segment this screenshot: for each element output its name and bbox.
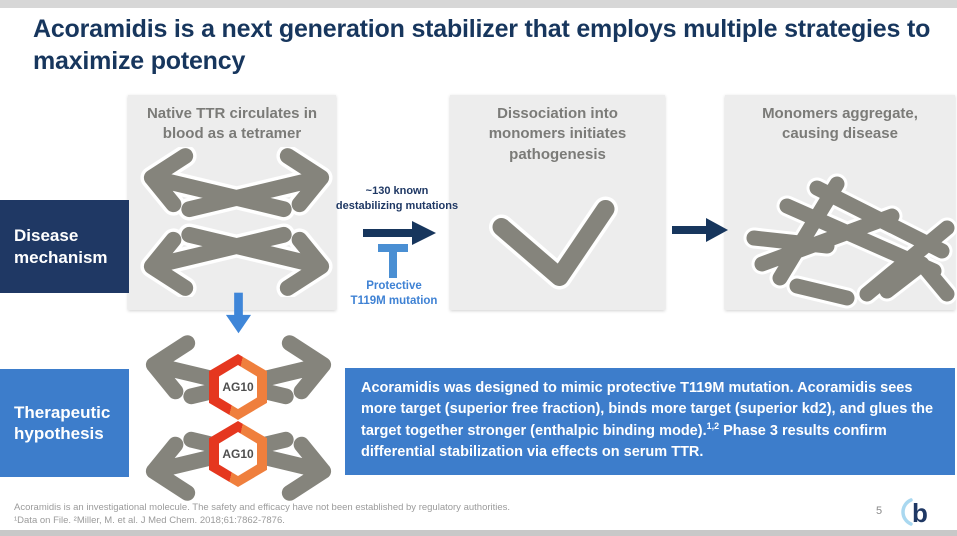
disclaimer-text: Acoramidis is an investigational molecul… — [14, 502, 511, 513]
page-title: Acoramidis is a next generation stabiliz… — [33, 15, 931, 75]
ag10-hexagon: AG10 — [209, 354, 267, 420]
destabilizing-line1: ~130 known — [365, 185, 429, 197]
row-label-therapeutic-hypothesis: Therapeutic hypothesis — [0, 369, 129, 477]
right-arrow-icon — [672, 218, 728, 242]
top-edge-strip — [0, 0, 957, 8]
bottom-edge-strip — [0, 530, 957, 536]
ttr-monomer-icon — [485, 195, 620, 290]
t119m-blocker-icon — [378, 244, 408, 278]
hypothesis-text: Acoramidis was designed to mimic protect… — [361, 378, 939, 463]
ag10-hexagon: AG10 — [209, 421, 267, 487]
ag10-label: AG10 — [222, 380, 254, 394]
panel-dissociation-title: Dissociation into monomers initiates pat… — [488, 105, 627, 163]
hypothesis-text-main: Acoramidis was designed to mimic protect… — [361, 380, 934, 439]
ag10-label: AG10 — [222, 447, 254, 461]
protective-line2: T119M mutation — [350, 294, 438, 307]
references-text: ¹Data on File. ²Miller, M. et al. J Med … — [14, 515, 285, 526]
t-blocker-stem — [389, 244, 397, 278]
panel-dissociation: Dissociation into monomers initiates pat… — [450, 95, 665, 310]
hypothesis-text-box: Acoramidis was designed to mimic protect… — [345, 368, 955, 475]
right-arrow-icon — [363, 221, 436, 245]
panel-aggregation-title: Monomers aggregate, causing disease — [762, 105, 918, 143]
page-number: 5 — [876, 505, 883, 517]
logo-letter: b — [912, 498, 928, 528]
destabilizing-line2: destabilizing mutations — [335, 199, 459, 212]
aggregate-fibrils-icon — [742, 166, 957, 318]
protective-mutation-note: Protective T119M mutation — [334, 279, 454, 309]
destabilizing-mutations-note: ~130 known destabilizing mutations — [330, 184, 464, 214]
down-arrow-icon — [225, 292, 252, 334]
protective-line1: Protective — [366, 280, 422, 292]
row-label-disease-mechanism: Disease mechanism — [0, 200, 129, 293]
therapeutic-hypothesis-label: Therapeutic hypothesis — [14, 402, 111, 443]
ttr-tetramer-icon — [138, 147, 335, 297]
company-logo-icon: b — [901, 498, 928, 528]
hypothesis-superscript: 1,2 — [706, 421, 720, 432]
hypothesis-text-tail: Phase 3 results confirm differential sta… — [361, 422, 887, 460]
disease-mechanism-label: Disease mechanism — [14, 226, 108, 267]
panel-native-ttr-title: Native TTR circulates in blood as a tetr… — [146, 105, 318, 143]
